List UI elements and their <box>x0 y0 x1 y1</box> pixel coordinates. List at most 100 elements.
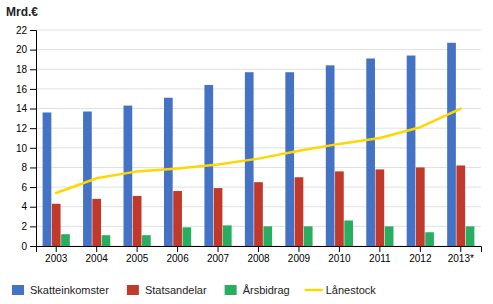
bar <box>52 204 61 246</box>
tick-mark <box>30 30 36 31</box>
line <box>56 109 461 193</box>
grid-line <box>36 30 481 31</box>
y-tick: 14 <box>16 103 36 114</box>
bar <box>295 177 304 246</box>
bar <box>61 234 70 246</box>
tick-mark <box>177 246 178 252</box>
y-tick: 16 <box>16 84 36 95</box>
bar <box>385 226 394 246</box>
bar <box>326 65 335 246</box>
x-tick: 2008 <box>247 246 270 264</box>
axis-line <box>30 31 37 247</box>
tick-mark <box>56 246 57 252</box>
legend-item: Statsandelar <box>127 284 207 296</box>
marks <box>43 43 475 246</box>
legend-swatch <box>12 285 24 295</box>
tick-label: 14 <box>16 103 28 114</box>
tick-mark <box>30 187 36 188</box>
bar <box>407 56 416 246</box>
y-tick: 2 <box>21 221 36 232</box>
x-tick: 2012 <box>409 246 432 264</box>
y-axis: 0 2 4 6 8 10 12 14 16 18 20 22 <box>16 25 37 252</box>
tick-label: 4 <box>21 201 27 212</box>
tick-mark <box>30 167 36 168</box>
tick-label: 2009 <box>288 253 311 264</box>
tick-label: 2006 <box>166 253 189 264</box>
tick-label: 2007 <box>207 253 230 264</box>
legend: Skatteinkomster Statsandelar Årsbidrag Låne… <box>12 284 376 296</box>
axis-line <box>37 247 482 253</box>
bar <box>447 43 456 246</box>
bar <box>102 235 111 246</box>
bar <box>456 165 465 246</box>
legend-swatch <box>127 285 139 295</box>
tick-mark <box>460 246 461 252</box>
bar <box>124 106 133 246</box>
tick-label: 2003 <box>45 253 68 264</box>
y-axis-title: Mrd.€ <box>6 5 38 19</box>
tick-label: 10 <box>16 143 28 154</box>
bar <box>133 196 142 246</box>
tick-mark <box>258 246 259 252</box>
bar <box>335 171 344 246</box>
bar <box>344 220 353 246</box>
tick-mark <box>420 246 421 252</box>
y-tick: 8 <box>21 162 36 173</box>
bar <box>416 167 425 246</box>
bar <box>466 226 475 246</box>
tick-label: 0 <box>21 241 27 252</box>
y-tick: 4 <box>21 201 36 212</box>
chart: 0246810121416182022200320042005200620072… <box>0 0 493 304</box>
x-tick: 2010 <box>328 246 351 264</box>
legend-item: Årsbidrag <box>225 284 290 296</box>
tick-label: 2011 <box>369 253 391 264</box>
tick-mark <box>218 246 219 252</box>
tick-label: 18 <box>16 64 28 75</box>
bar-series <box>52 165 465 246</box>
bar <box>43 112 52 246</box>
y-tick: 18 <box>16 64 36 75</box>
bar <box>164 98 173 246</box>
x-tick: 2011 <box>369 246 391 264</box>
x-tick: 2007 <box>207 246 230 264</box>
tick-label: 2004 <box>86 253 109 264</box>
bar <box>425 232 434 246</box>
tick-label: 22 <box>16 25 28 36</box>
grid-line <box>36 49 481 50</box>
tick-mark <box>30 89 36 90</box>
x-tick: 2006 <box>166 246 189 264</box>
tick-label: 16 <box>16 84 28 95</box>
tick-label: 2008 <box>247 253 270 264</box>
tick-label: 20 <box>16 44 28 55</box>
x-axis: 2003 2004 2005 2006 2007 2008 2009 2010 2011 2012… <box>37 246 482 264</box>
tick-mark <box>30 207 36 208</box>
bar <box>182 227 191 246</box>
x-tick: 2005 <box>126 246 149 264</box>
tick-label: 6 <box>21 182 27 193</box>
x-tick: 2009 <box>288 246 311 264</box>
plot: 0246810121416182022200320042005200620072… <box>16 25 482 264</box>
tick-mark <box>30 246 36 247</box>
y-tick: 6 <box>21 182 36 193</box>
bar <box>285 72 294 246</box>
legend-item: Lånestock <box>306 284 377 296</box>
bar <box>254 182 263 246</box>
tick-mark <box>30 69 36 70</box>
legend-label: Skatteinkomster <box>30 284 109 296</box>
tick-mark <box>379 246 380 252</box>
bar <box>83 111 92 246</box>
bar-series <box>61 220 474 246</box>
tick-mark <box>30 226 36 227</box>
tick-label: 2010 <box>328 253 351 264</box>
legend-item: Skatteinkomster <box>12 284 109 296</box>
tick-mark <box>30 148 36 149</box>
bar <box>304 226 313 246</box>
bar <box>214 188 223 246</box>
y-tick: 12 <box>16 123 36 134</box>
bar <box>366 58 375 246</box>
y-tick: 0 <box>21 241 36 252</box>
tick-mark <box>96 246 97 252</box>
x-tick: 2003 <box>45 246 68 264</box>
legend-swatch <box>225 285 237 295</box>
bar <box>223 225 232 246</box>
